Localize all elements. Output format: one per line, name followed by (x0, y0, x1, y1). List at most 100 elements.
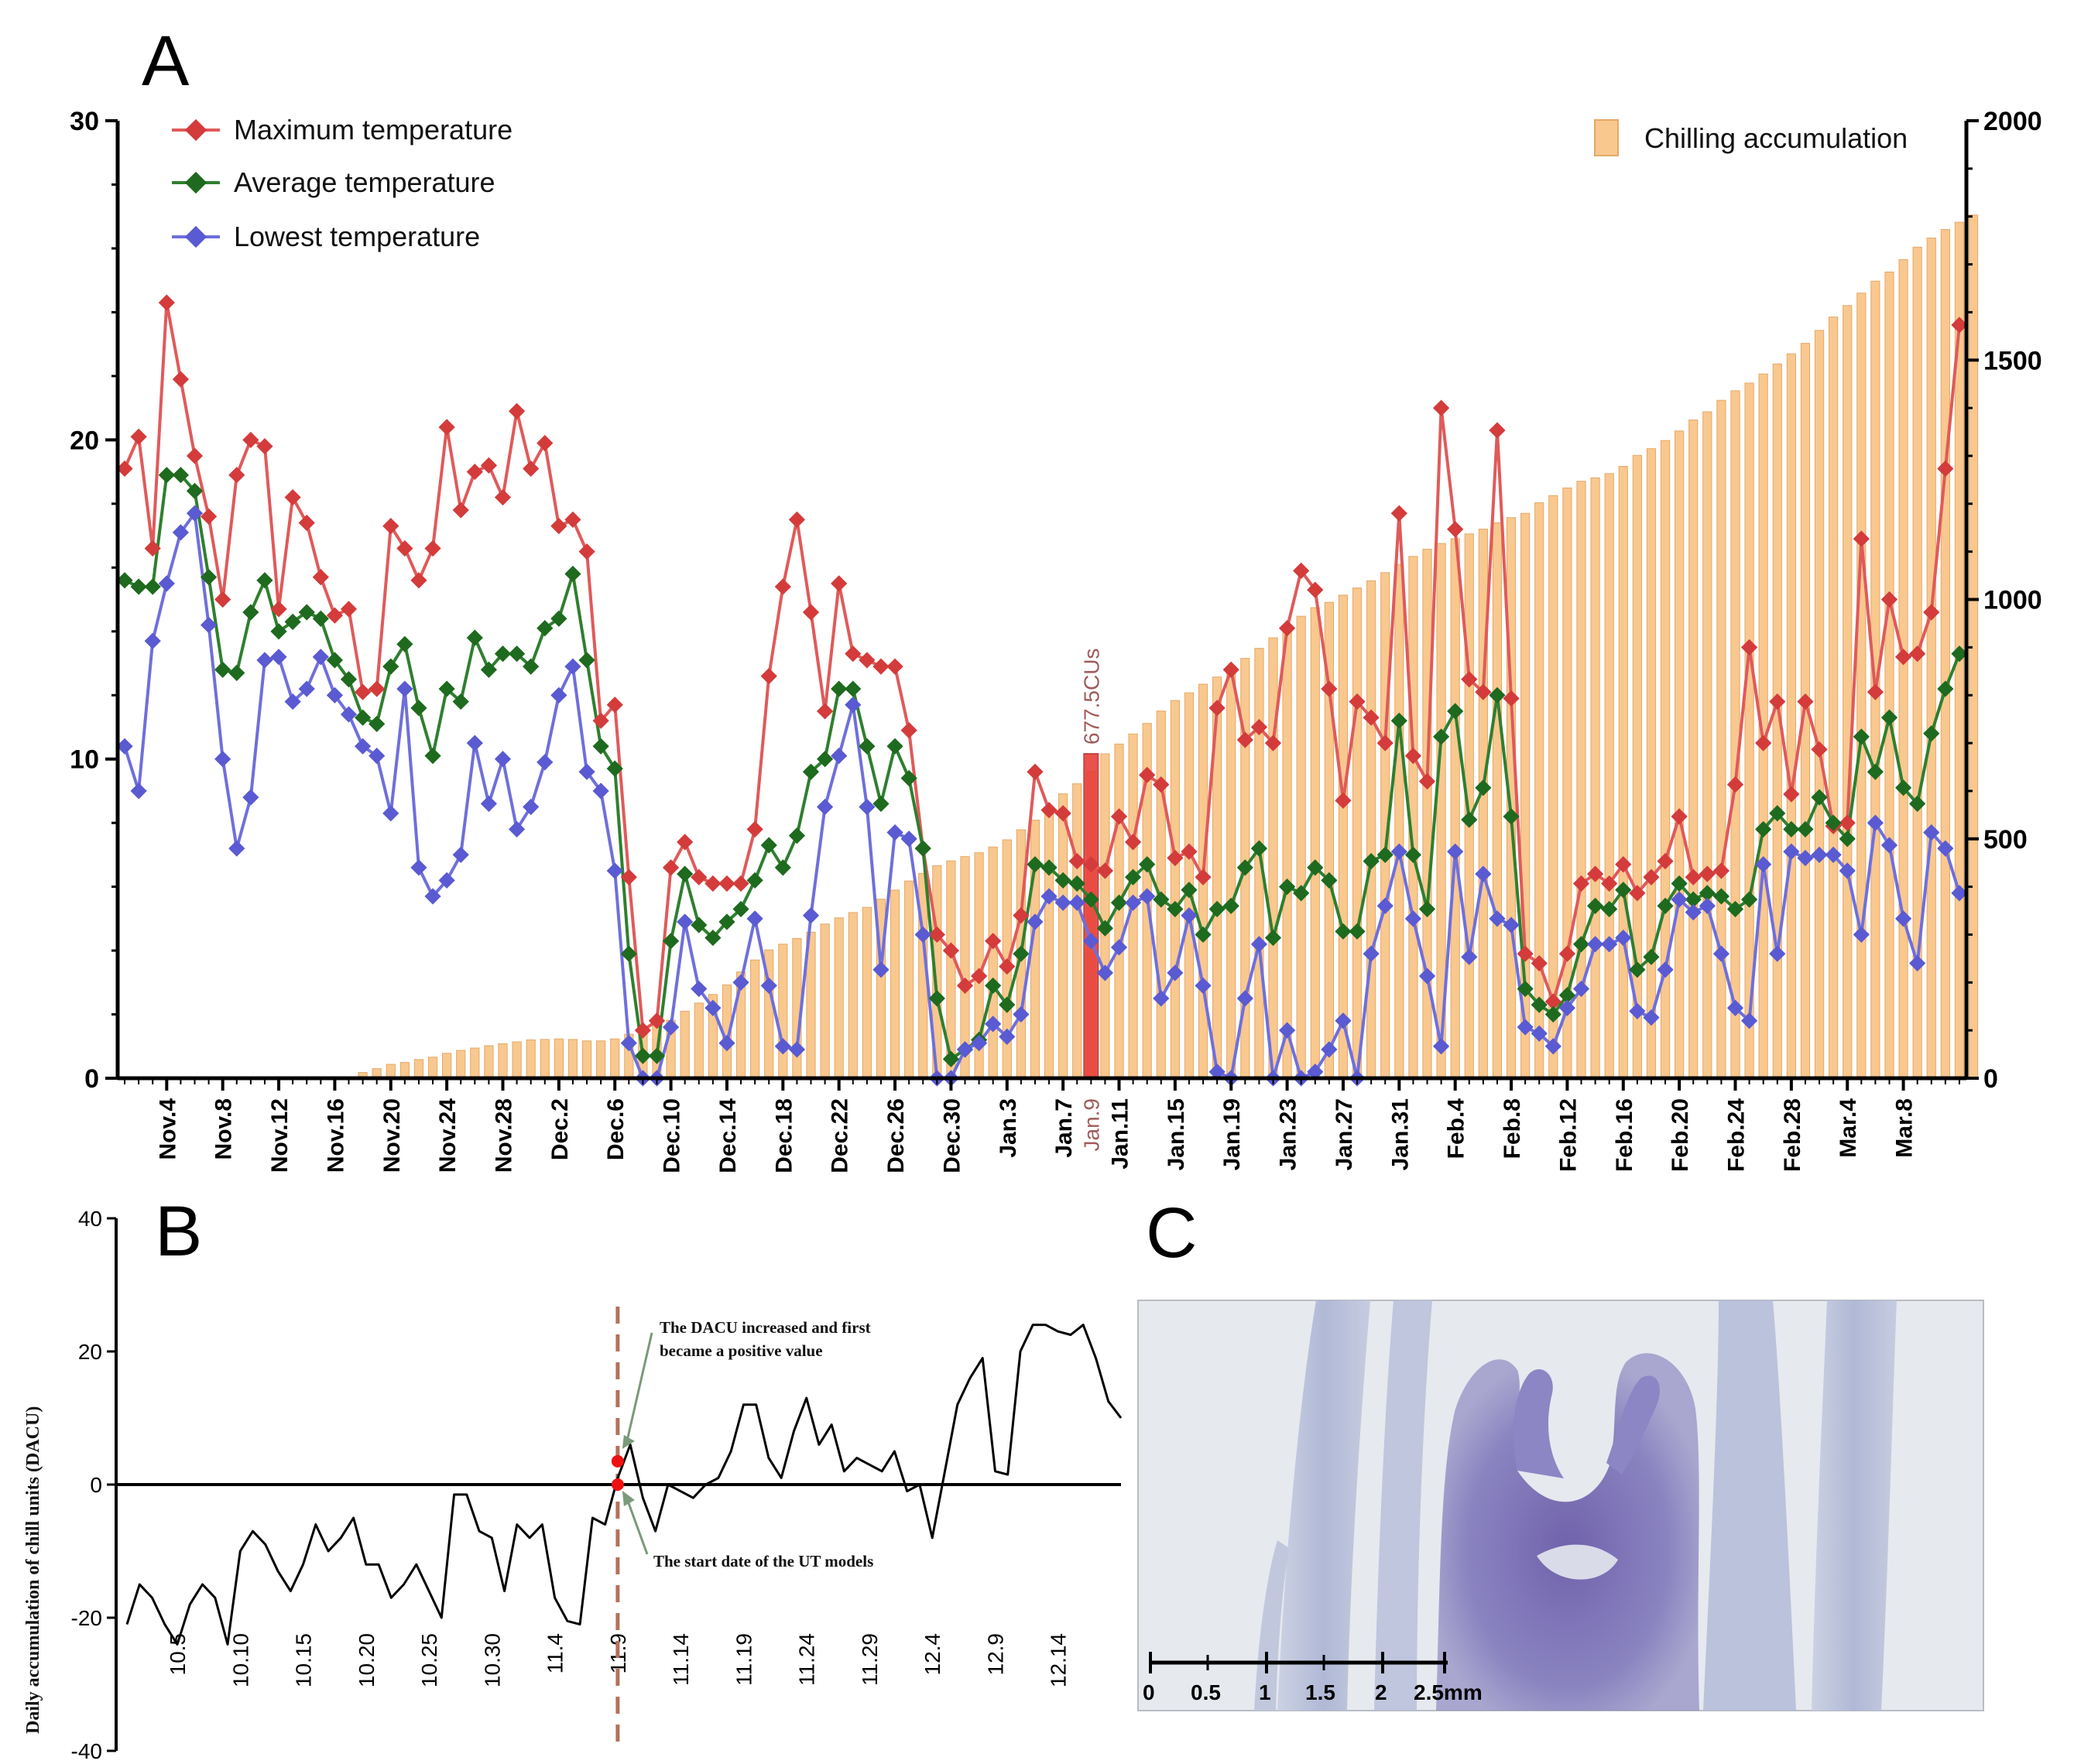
chill-bar (1352, 587, 1363, 1079)
chill-bar (1072, 783, 1082, 1079)
max-point (1027, 763, 1044, 780)
start-arrow (626, 1498, 649, 1555)
max-point (1755, 735, 1772, 752)
chill-bar (1058, 793, 1068, 1079)
max-point (1853, 530, 1870, 547)
max-point (1503, 690, 1520, 707)
max-point (1307, 581, 1324, 598)
low-point (1027, 913, 1044, 930)
x-tick-label: Nov.8 (211, 1098, 237, 1159)
chill-bar (1296, 615, 1306, 1079)
avg-point (1671, 875, 1688, 892)
max-point (1657, 853, 1674, 870)
max-point (1054, 805, 1071, 822)
y-left-tick-label: 30 (70, 107, 99, 136)
avg-point (1475, 779, 1492, 796)
chill-bar (1675, 430, 1685, 1079)
low-point (1321, 1041, 1338, 1058)
avg-point (1853, 728, 1870, 745)
chill-bar (1814, 330, 1825, 1079)
max-point (1601, 875, 1618, 892)
max-point (326, 607, 344, 624)
chill-bar (610, 1038, 620, 1079)
max-point (536, 434, 554, 452)
low-point (606, 862, 623, 879)
low-point (396, 680, 413, 697)
low-point (1629, 1002, 1646, 1020)
avg-point (186, 482, 204, 499)
low-point (369, 747, 386, 765)
max-point (1139, 766, 1156, 783)
x-tick-label: Nov.24 (435, 1098, 461, 1173)
max-point (340, 601, 358, 618)
chill-bar (778, 944, 788, 1079)
scale-label-2-5mm: 2.5mm (1414, 1680, 1483, 1704)
chill-bar (540, 1039, 550, 1079)
low-point (816, 798, 834, 816)
b-x-tick-label: 10.30 (480, 1633, 504, 1687)
max-point (1712, 862, 1730, 879)
max-point (1110, 808, 1128, 825)
low-point (242, 789, 259, 806)
positive-arrow-head (622, 1434, 635, 1449)
avg-point (466, 629, 483, 646)
low-point (1909, 954, 1926, 972)
chill-bar (1926, 238, 1936, 1079)
max-point (886, 658, 903, 675)
avg-point (1726, 900, 1744, 918)
x-tick-label: Dec.22 (828, 1098, 853, 1173)
max-point (1404, 747, 1422, 765)
avg-point (228, 664, 245, 681)
low-point (228, 840, 245, 857)
low-temperature-line (123, 512, 1961, 1080)
max-point (116, 460, 133, 478)
y-right-tick-label: 500 (1983, 825, 2028, 855)
chill-bar (512, 1041, 522, 1079)
chill-bar (1282, 626, 1292, 1079)
low-point (1643, 1009, 1660, 1026)
max-point (1208, 700, 1226, 717)
avg-point (1264, 929, 1282, 947)
legend-low-marker (184, 225, 207, 248)
low-point (1685, 903, 1702, 921)
low-point (1013, 1005, 1030, 1023)
avg-point (1027, 856, 1044, 873)
low-point (1096, 964, 1114, 981)
max-point (523, 460, 540, 478)
avg-point (200, 569, 218, 586)
avg-point (1461, 811, 1478, 828)
x-tick-label: Jan.15 (1164, 1098, 1189, 1170)
low-point (1068, 894, 1085, 911)
avg-point (396, 635, 413, 653)
avg-point (872, 795, 890, 812)
panel-c: C 0 0.5 1 1.5 2 (1137, 1194, 1984, 1711)
avg-point (1335, 923, 1352, 940)
max-point (1643, 868, 1660, 885)
chill-bar (1268, 637, 1278, 1079)
x-tick-label: Dec.6 (603, 1098, 629, 1160)
legend-max-label: Maximum temperature (234, 114, 513, 146)
max-point (788, 511, 806, 529)
chill-bar (386, 1064, 396, 1079)
panel-letter-b: B (155, 1192, 202, 1271)
chill-bar (1618, 466, 1628, 1079)
low-point (466, 735, 483, 752)
low-point (1363, 945, 1380, 962)
max-point (452, 502, 469, 519)
b-y-tick-label: -40 (71, 1739, 102, 1763)
low-point (326, 687, 344, 704)
panel-b-annotations: The DACU increased and first became a po… (611, 1318, 873, 1570)
max-point (200, 508, 218, 525)
chill-bar (1450, 538, 1460, 1079)
jan9-highlight: 677.5CUs (1079, 648, 1103, 1079)
avg-point (1586, 897, 1604, 914)
max-point (1615, 856, 1632, 873)
avg-point (256, 572, 273, 589)
max-point (242, 431, 259, 448)
max-point (845, 645, 862, 663)
low-point (1418, 968, 1436, 985)
avg-point (648, 1047, 666, 1064)
low-point (1376, 897, 1394, 914)
avg-point (354, 709, 372, 726)
max-point (214, 591, 231, 608)
